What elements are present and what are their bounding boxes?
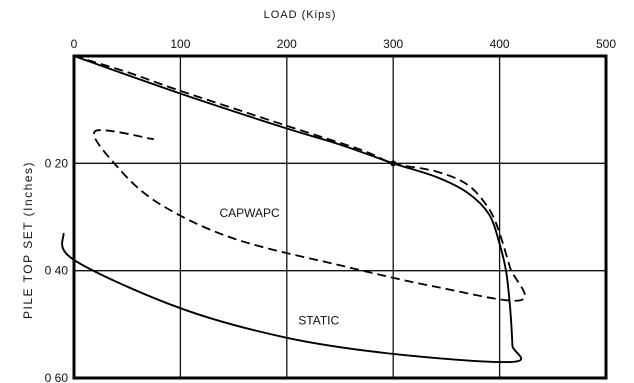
x-tick-labels: 0 100 200 300 400 500 [71, 37, 617, 51]
y-tick-0: 0 20 [45, 156, 69, 170]
x-tick-0: 0 [71, 37, 78, 51]
x-axis-label: LOAD (Kips) [264, 9, 337, 21]
series-line-capwapc [73, 55, 526, 302]
intersection-point [390, 160, 397, 167]
x-tick-400: 400 [490, 37, 510, 51]
series-lines [61, 55, 526, 364]
y-axis-label: PILE TOP SET (Inches) [21, 161, 35, 319]
y-tick-1: 0 40 [45, 264, 69, 278]
grid-lines [74, 56, 606, 378]
series-labels: STATIC CAPWAPC [219, 206, 339, 327]
x-tick-500: 500 [596, 37, 616, 51]
x-tick-100: 100 [170, 37, 190, 51]
series-line-static [61, 55, 523, 364]
y-tick-labels: 0 20 0 40 0 60 [45, 156, 69, 383]
series-label-static: STATIC [298, 313, 339, 327]
plot-frame [72, 54, 608, 380]
y-tick-2: 0 60 [45, 371, 69, 383]
x-tick-300: 300 [383, 37, 403, 51]
series-label-capwapc: CAPWAPC [219, 206, 280, 220]
x-tick-200: 200 [277, 37, 297, 51]
